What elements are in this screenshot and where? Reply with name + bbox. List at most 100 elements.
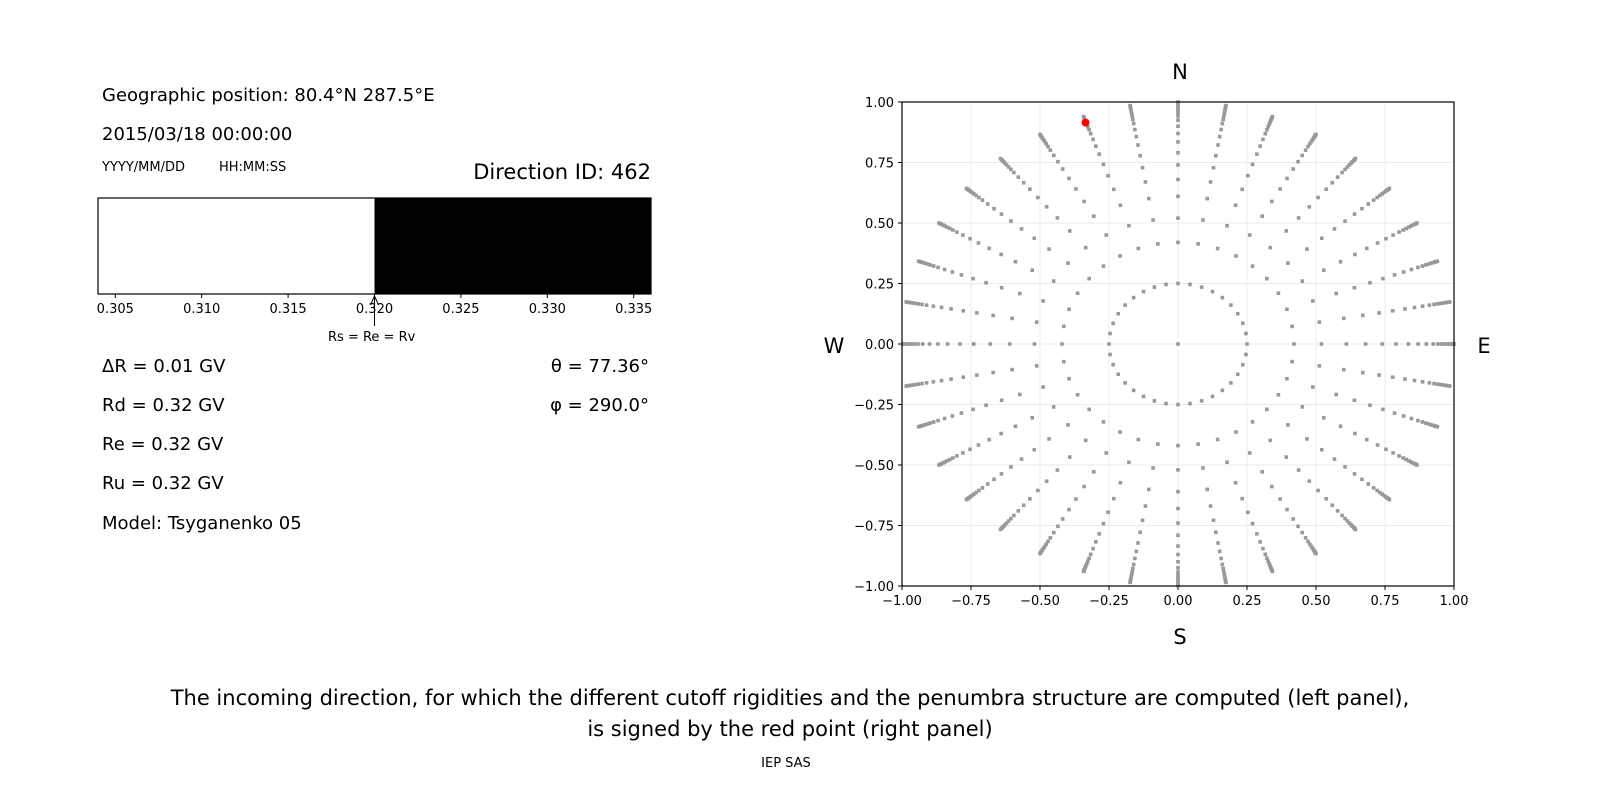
direction-point [1375, 443, 1380, 447]
compass-n: N [1172, 60, 1188, 84]
direction-point [1330, 503, 1335, 508]
direction-point [1375, 241, 1380, 245]
direction-point [1211, 165, 1216, 170]
direction-point [1021, 503, 1026, 508]
direction-point [1268, 120, 1272, 125]
y-tick-label: 0.50 [865, 217, 894, 232]
rd-value: Rd = 0.32 GV [102, 395, 225, 416]
direction-point [920, 342, 925, 346]
direction-point [1074, 187, 1078, 191]
direction-point [1224, 580, 1228, 585]
direction-point [931, 420, 936, 424]
direction-point [1176, 544, 1180, 548]
direction-point [1208, 504, 1213, 508]
direction-point [1443, 383, 1447, 388]
direction-point [1391, 451, 1395, 455]
theta-value: θ = 77.36° [550, 356, 649, 377]
direction-point [1052, 153, 1056, 158]
direction-point [1176, 573, 1180, 577]
direction-point [1092, 214, 1096, 218]
direction-point [1134, 134, 1139, 139]
direction-point [1366, 202, 1371, 206]
direction-point [1222, 111, 1227, 116]
direction-point [1044, 205, 1049, 209]
direction-point [1235, 372, 1240, 377]
direction-point [1397, 454, 1401, 458]
direction-point [1146, 196, 1151, 201]
direction-point [920, 302, 924, 307]
direction-point [961, 233, 965, 237]
direction-point [1268, 245, 1273, 250]
direction-point [1406, 342, 1411, 346]
direction-point [1343, 465, 1347, 469]
direction-point [1322, 268, 1326, 272]
direction-point [1278, 187, 1282, 191]
penumbra-segment-forbidden [98, 198, 375, 294]
direction-point [1317, 320, 1322, 324]
direction-point [1032, 342, 1037, 346]
direction-point [1016, 175, 1021, 179]
direction-point [1250, 264, 1255, 268]
phi-value: φ = 290.0° [550, 395, 649, 416]
direction-point [1290, 359, 1294, 364]
direction-point [1127, 460, 1131, 465]
direction-point [959, 411, 964, 415]
direction-point [1270, 484, 1274, 489]
direction-point [1215, 246, 1220, 251]
y-tick-label: 0.75 [865, 157, 894, 172]
direction-point [1260, 214, 1264, 218]
direction-point [1019, 457, 1024, 461]
direction-point [958, 342, 962, 346]
direction-point [1431, 342, 1436, 346]
direction-point [1133, 556, 1137, 561]
direction-point [1261, 137, 1265, 142]
direction-point [1234, 254, 1238, 258]
direction-point [950, 414, 955, 418]
compass-w: W [824, 334, 845, 358]
x-tick-label: −1.00 [882, 594, 922, 609]
direction-point [1420, 380, 1425, 384]
y-tick-label: −0.50 [854, 459, 894, 474]
direction-point [1111, 362, 1115, 367]
direction-point [1042, 544, 1047, 549]
direction-point [1441, 301, 1445, 305]
direction-point [1267, 561, 1271, 566]
direction-point [1092, 470, 1096, 474]
direction-point [1123, 303, 1127, 307]
direction-point [1340, 170, 1344, 175]
direction-point [1176, 140, 1180, 144]
direction-point [1087, 127, 1091, 132]
direction-point [1013, 259, 1018, 264]
direction-point [1412, 305, 1417, 310]
direction-point [1317, 364, 1322, 368]
arrow-label: Rs = Re = Rv [328, 330, 416, 345]
direction-point [1101, 521, 1106, 526]
direction-point [1060, 167, 1065, 171]
direction-point [975, 373, 979, 377]
direction-point [1067, 229, 1072, 233]
direction-point [1420, 420, 1425, 424]
direction-point [1106, 510, 1110, 515]
direction-point [1075, 393, 1080, 397]
direction-point [1415, 221, 1419, 225]
direction-point [1401, 456, 1405, 460]
direction-point [998, 156, 1003, 161]
direction-point [1009, 219, 1013, 223]
direction-point [1041, 385, 1045, 389]
direction-point [1311, 385, 1315, 389]
direction-point [974, 193, 978, 198]
direction-point [1261, 546, 1265, 551]
direction-point [1128, 580, 1132, 585]
direction-point [1176, 118, 1180, 122]
direction-point [1044, 542, 1049, 546]
direction-point [1380, 342, 1385, 346]
direction-point [1296, 468, 1301, 472]
direction-point [1146, 487, 1151, 492]
direction-point [1062, 324, 1066, 329]
direction-point [985, 202, 990, 206]
direction-point [1345, 519, 1350, 523]
direction-point [1131, 121, 1136, 126]
direction-point [1307, 479, 1312, 483]
direction-point [1448, 300, 1452, 304]
